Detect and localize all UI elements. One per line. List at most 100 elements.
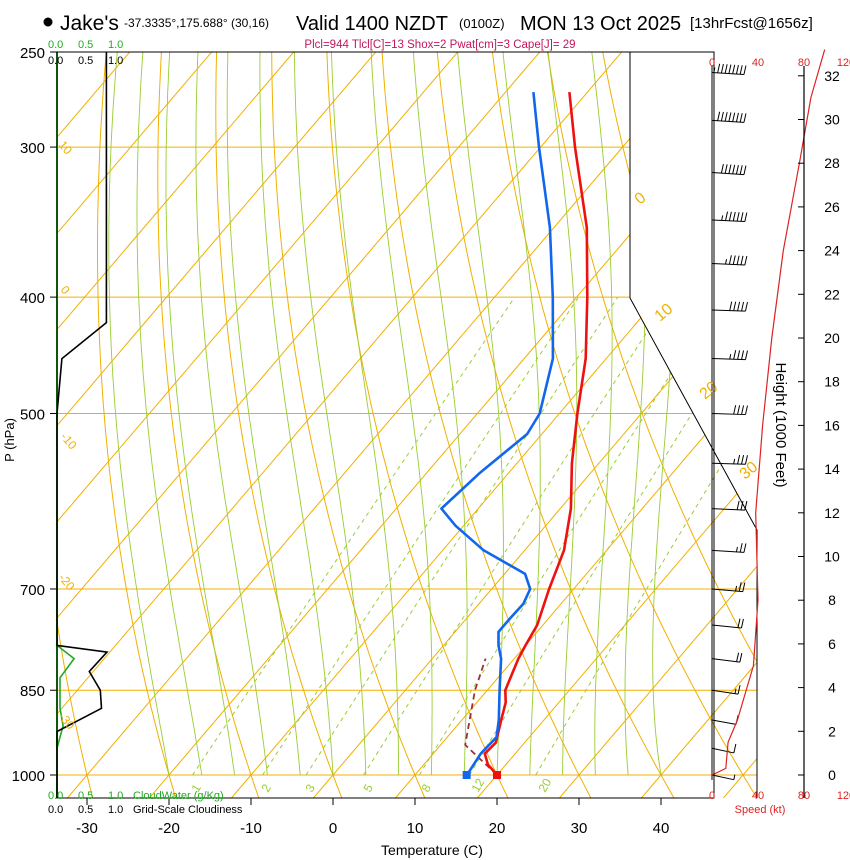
wind-barb xyxy=(711,309,746,312)
dry-adiabat-line xyxy=(792,0,850,800)
height-tick-label: 4 xyxy=(828,680,836,696)
isotherm-line xyxy=(208,52,757,798)
height-tick-label: 12 xyxy=(824,505,840,521)
moist-adiabat-line xyxy=(330,52,400,775)
moist-adiabat-line xyxy=(165,52,236,776)
wind-barb-feather xyxy=(728,112,732,122)
height-tick-label: 2 xyxy=(828,723,836,739)
dry-adiabat-label: 10 xyxy=(56,138,76,157)
mixing-ratio-line xyxy=(418,296,721,776)
moist-adiabat-line xyxy=(226,52,301,776)
moist-adiabat-line xyxy=(108,52,170,776)
cw-tick-top: 0.5 xyxy=(78,39,93,51)
mixing-ratio-line xyxy=(192,296,516,776)
wind-barb-feather xyxy=(728,164,732,174)
isotherm-line xyxy=(57,52,476,798)
wind-barb xyxy=(711,719,737,725)
surface-dewpoint-marker xyxy=(462,771,471,779)
wind-barb-half xyxy=(721,215,724,221)
wind-barb-half xyxy=(733,774,736,780)
wind-barb xyxy=(711,658,740,663)
wind-barb-feather xyxy=(741,455,745,465)
wind-barb-feather xyxy=(733,350,737,360)
cl-tick-bottom: 1.0 xyxy=(108,804,123,816)
wind-barb-feather xyxy=(737,405,741,415)
cloudiness-label: Grid-Scale Cloudiness xyxy=(133,804,243,816)
cl-tick-top: 0.0 xyxy=(48,55,63,67)
wind-barb-feather xyxy=(725,211,729,221)
wind-barb-feather xyxy=(742,582,746,592)
moist-adiabat-line xyxy=(578,52,613,776)
wind-barb-feather xyxy=(737,350,741,360)
y-axis-title: P (hPa) xyxy=(2,418,17,462)
plot-frame xyxy=(56,51,715,799)
wind-barb xyxy=(711,413,746,416)
isotherm-line xyxy=(57,52,558,798)
height-tick-label: 32 xyxy=(824,68,840,84)
wind-barb-feather xyxy=(729,301,733,311)
height-tick-label: 22 xyxy=(824,286,840,302)
mixing-ratio-line xyxy=(535,296,757,776)
wind-barb-feather xyxy=(740,212,744,222)
wind-panel xyxy=(629,49,826,798)
wind-barb-feather xyxy=(737,454,741,465)
cl-tick-top: 1.0 xyxy=(108,55,123,67)
height-tick-label: 14 xyxy=(824,461,840,477)
wind-barb-feather xyxy=(720,164,724,174)
temp-tick-label: 10 xyxy=(407,820,424,837)
wind-barb xyxy=(711,689,739,695)
wind-barb-feather xyxy=(737,685,741,695)
diagram-edge xyxy=(629,52,758,798)
x-axis-title: Temperature (C) xyxy=(381,842,483,858)
speed-tick-bottom: 40 xyxy=(752,790,764,802)
dry-adiabat-line xyxy=(215,52,344,798)
wind-barb-feather xyxy=(740,618,744,629)
cloudwater-label: CloudWater (g/Kg) xyxy=(133,790,224,802)
isotherm-label: 10 xyxy=(652,301,677,326)
wind-barb-feather xyxy=(739,165,743,175)
wind-barb-half xyxy=(725,259,728,265)
forecast-run: [13hrFcst@1656z] xyxy=(690,15,813,32)
wind-barb-feather xyxy=(738,582,742,592)
temp-tick-label: -20 xyxy=(158,820,180,837)
speed-tick-top: 120 xyxy=(837,57,850,69)
speed-tick-bottom: 120 xyxy=(837,790,850,802)
wind-barb-feather xyxy=(735,165,739,175)
height-tick-label: 10 xyxy=(824,549,840,565)
temp-tick-label: 30 xyxy=(571,820,588,837)
wind-barb-feather xyxy=(744,212,748,222)
isotherm-line xyxy=(783,0,850,825)
wind-barb-feather xyxy=(732,255,736,265)
dry-adiabat-line xyxy=(636,52,757,798)
wind-barb-feather xyxy=(736,500,740,510)
height-tick-label: 6 xyxy=(828,636,836,652)
wind-barb-feather xyxy=(735,64,739,75)
mixing-ratio-label: 2 xyxy=(258,781,274,794)
temp-tick-label: 0 xyxy=(329,820,337,837)
wind-barb-feather xyxy=(735,112,739,123)
pressure-tick-label: 250 xyxy=(20,45,45,62)
wind-barb-feather xyxy=(732,64,736,74)
dewpoint-trace xyxy=(440,91,555,776)
wind-barb-feather xyxy=(728,211,732,221)
dry-adiabat-line xyxy=(429,52,676,798)
dry-adiabat-line xyxy=(97,52,177,798)
parcel-trace xyxy=(464,658,498,776)
height-axis-title: Height (1000 Feet) xyxy=(772,362,789,487)
height-tick-label: 8 xyxy=(828,592,836,608)
cloudwater-trace xyxy=(56,52,76,798)
wind-barb-half xyxy=(735,585,738,592)
height-tick-label: 0 xyxy=(828,767,836,783)
wind-barb-feather xyxy=(744,455,748,465)
sounding-traces xyxy=(440,91,589,779)
mixing-ratio-line xyxy=(363,296,671,776)
wind-barb xyxy=(711,588,743,593)
wind-barb-feather xyxy=(739,65,743,75)
speed-tick-bottom: 80 xyxy=(798,790,810,802)
wind-barb-feather xyxy=(724,164,728,174)
pressure-tick-label: 1000 xyxy=(12,768,45,785)
wind-barb-feather xyxy=(736,652,740,662)
wind-barb-feather xyxy=(733,405,737,415)
forecast-date: MON 13 Oct 2025 xyxy=(520,13,681,35)
isotherm-line xyxy=(57,52,394,798)
